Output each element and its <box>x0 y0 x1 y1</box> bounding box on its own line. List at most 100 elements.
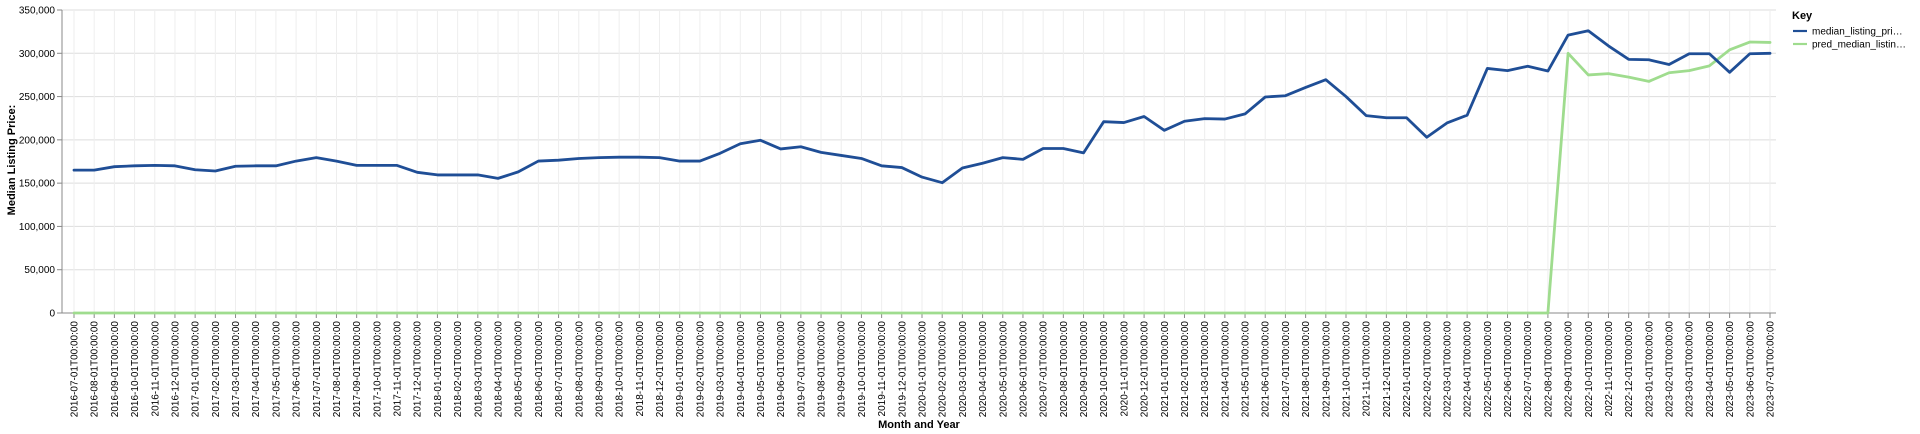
y-tick-label: 350,000 <box>19 6 56 17</box>
y-tick-label: 0 <box>49 309 55 320</box>
x-tick-label: 2016-09-01T00:00:00 <box>110 321 121 418</box>
x-tick-label: 2022-08-01T00:00:00 <box>1543 321 1554 418</box>
x-tick-label: 2021-10-01T00:00:00 <box>1342 321 1353 418</box>
x-tick-label: 2017-06-01T00:00:00 <box>292 321 303 418</box>
gridlines <box>62 9 1776 314</box>
x-tick-label: 2017-08-01T00:00:00 <box>332 321 343 418</box>
x-tick-label: 2020-06-01T00:00:00 <box>1018 321 1029 418</box>
x-tick-label: 2016-12-01T00:00:00 <box>170 321 181 418</box>
x-tick-label: 2016-07-01T00:00:00 <box>70 321 81 418</box>
x-tick-label: 2020-05-01T00:00:00 <box>998 321 1009 418</box>
x-tick-label: 2018-11-01T00:00:00 <box>635 321 646 417</box>
x-tick-label: 2019-12-01T00:00:00 <box>897 321 908 418</box>
y-tick-label: 100,000 <box>19 222 56 233</box>
y-tick-label: 250,000 <box>19 92 56 103</box>
x-tick-label: 2019-02-01T00:00:00 <box>695 321 706 418</box>
x-tick-label: 2023-02-01T00:00:00 <box>1665 321 1676 418</box>
legend-label: pred_median_listin… <box>1812 40 1906 51</box>
legend-title: Key <box>1792 10 1813 22</box>
x-tick-label: 2020-08-01T00:00:00 <box>1059 321 1070 418</box>
x-tick-label: 2022-01-01T00:00:00 <box>1402 321 1413 418</box>
x-tick-label: 2020-04-01T00:00:00 <box>978 321 989 418</box>
x-tick-label: 2021-03-01T00:00:00 <box>1200 321 1211 418</box>
x-tick-label: 2020-11-01T00:00:00 <box>1119 321 1130 417</box>
x-tick-label: 2018-05-01T00:00:00 <box>514 321 525 418</box>
x-tick-label: 2021-06-01T00:00:00 <box>1261 321 1272 418</box>
x-tick-label: 2020-02-01T00:00:00 <box>938 321 949 418</box>
x-tick-label: 2017-09-01T00:00:00 <box>352 321 363 418</box>
x-tick-label: 2018-04-01T00:00:00 <box>494 321 505 418</box>
x-tick-label: 2020-07-01T00:00:00 <box>1039 321 1050 418</box>
x-tick-label: 2018-02-01T00:00:00 <box>453 321 464 418</box>
x-tick-label: 2018-01-01T00:00:00 <box>433 321 444 418</box>
x-tick-label: 2021-09-01T00:00:00 <box>1321 321 1332 418</box>
series-line <box>72 40 1772 315</box>
x-tick-label: 2022-03-01T00:00:00 <box>1442 321 1453 418</box>
x-tick-label: 2021-02-01T00:00:00 <box>1180 321 1191 418</box>
legend-items: median_listing_pri… pred_median_listin… <box>1793 27 1906 51</box>
x-tick-label: 2019-01-01T00:00:00 <box>675 321 686 418</box>
x-tick-label: 2023-03-01T00:00:00 <box>1685 321 1696 418</box>
x-tick-label: 2021-08-01T00:00:00 <box>1301 321 1312 418</box>
x-tick-label: 2017-03-01T00:00:00 <box>231 321 242 418</box>
x-tick-label: 2018-08-01T00:00:00 <box>574 321 585 418</box>
x-tick-label: 2022-10-01T00:00:00 <box>1584 321 1595 418</box>
x-tick-label: 2017-02-01T00:00:00 <box>211 321 222 418</box>
x-tick-label: 2017-05-01T00:00:00 <box>271 321 282 418</box>
x-tick-label: 2018-09-01T00:00:00 <box>594 321 605 418</box>
y-tick-label: 200,000 <box>19 135 56 146</box>
x-tick-label: 2019-09-01T00:00:00 <box>837 321 848 418</box>
x-tick-label: 2018-03-01T00:00:00 <box>473 321 484 418</box>
x-tick-label: 2020-03-01T00:00:00 <box>958 321 969 418</box>
x-tick-label: 2023-06-01T00:00:00 <box>1745 321 1756 418</box>
x-tick-label: 2021-01-01T00:00:00 <box>1160 321 1171 418</box>
x-tick-label: 2017-04-01T00:00:00 <box>251 321 262 418</box>
x-tick-label: 2018-12-01T00:00:00 <box>655 321 666 418</box>
x-tick-label: 2019-11-01T00:00:00 <box>877 321 888 417</box>
x-tick-label: 2020-01-01T00:00:00 <box>918 321 929 418</box>
x-tick-label: 2016-11-01T00:00:00 <box>150 321 161 417</box>
x-tick-label: 2021-05-01T00:00:00 <box>1241 321 1252 418</box>
x-axis-title: Month and Year <box>878 419 960 431</box>
x-tick-label: 2022-09-01T00:00:00 <box>1564 321 1575 418</box>
x-tick-label: 2019-03-01T00:00:00 <box>716 321 727 418</box>
x-tick-label: 2019-07-01T00:00:00 <box>796 321 807 418</box>
y-tick-label: 300,000 <box>19 49 56 60</box>
y-tick-label: 150,000 <box>19 179 56 190</box>
x-tick-label: 2023-01-01T00:00:00 <box>1644 321 1655 418</box>
x-tick-label: 2017-11-01T00:00:00 <box>393 321 404 417</box>
x-tick-label: 2019-10-01T00:00:00 <box>857 321 868 418</box>
y-axis-title: Median Listing Price: <box>6 105 18 216</box>
x-tick-label: 2019-08-01T00:00:00 <box>817 321 828 418</box>
x-tick-label: 2016-10-01T00:00:00 <box>130 321 141 418</box>
series-lines <box>72 29 1772 315</box>
y-tick-label: 50,000 <box>24 265 55 276</box>
x-tick-label: 2017-01-01T00:00:00 <box>191 321 202 418</box>
x-tick-label: 2019-04-01T00:00:00 <box>736 321 747 418</box>
x-tick-label: 2020-12-01T00:00:00 <box>1140 321 1151 418</box>
x-tick-label: 2022-06-01T00:00:00 <box>1503 321 1514 418</box>
x-tick-label: 2017-07-01T00:00:00 <box>312 321 323 418</box>
x-tick-label: 2023-07-01T00:00:00 <box>1766 321 1777 418</box>
x-tick-label: 2018-07-01T00:00:00 <box>554 321 565 418</box>
x-tick-label: 2023-05-01T00:00:00 <box>1725 321 1736 418</box>
x-tick-label: 2018-06-01T00:00:00 <box>534 321 545 418</box>
x-tick-label: 2020-09-01T00:00:00 <box>1079 321 1090 418</box>
x-tick-label: 2022-07-01T00:00:00 <box>1523 321 1534 418</box>
x-tick-label: 2022-12-01T00:00:00 <box>1624 321 1635 418</box>
legend-label: median_listing_pri… <box>1812 27 1903 38</box>
x-tick-label: 2021-04-01T00:00:00 <box>1220 321 1231 418</box>
series-line <box>72 29 1772 185</box>
x-tick-label: 2017-10-01T00:00:00 <box>372 321 383 418</box>
x-tick-label: 2019-05-01T00:00:00 <box>756 321 767 418</box>
x-tick-label: 2019-06-01T00:00:00 <box>776 321 787 418</box>
x-tick-label: 2021-12-01T00:00:00 <box>1382 321 1393 418</box>
x-tick-label: 2016-08-01T00:00:00 <box>90 321 101 418</box>
x-tick-label: 2022-02-01T00:00:00 <box>1422 321 1433 418</box>
x-tick-label: 2023-04-01T00:00:00 <box>1705 321 1716 418</box>
x-tick-label: 2021-11-01T00:00:00 <box>1362 321 1373 417</box>
x-tick-label: 2018-10-01T00:00:00 <box>615 321 626 418</box>
x-tick-label: 2022-04-01T00:00:00 <box>1463 321 1474 418</box>
axes: 0 50,000 100,000 150,000 200,000 250,000 300,0… <box>19 6 1777 418</box>
